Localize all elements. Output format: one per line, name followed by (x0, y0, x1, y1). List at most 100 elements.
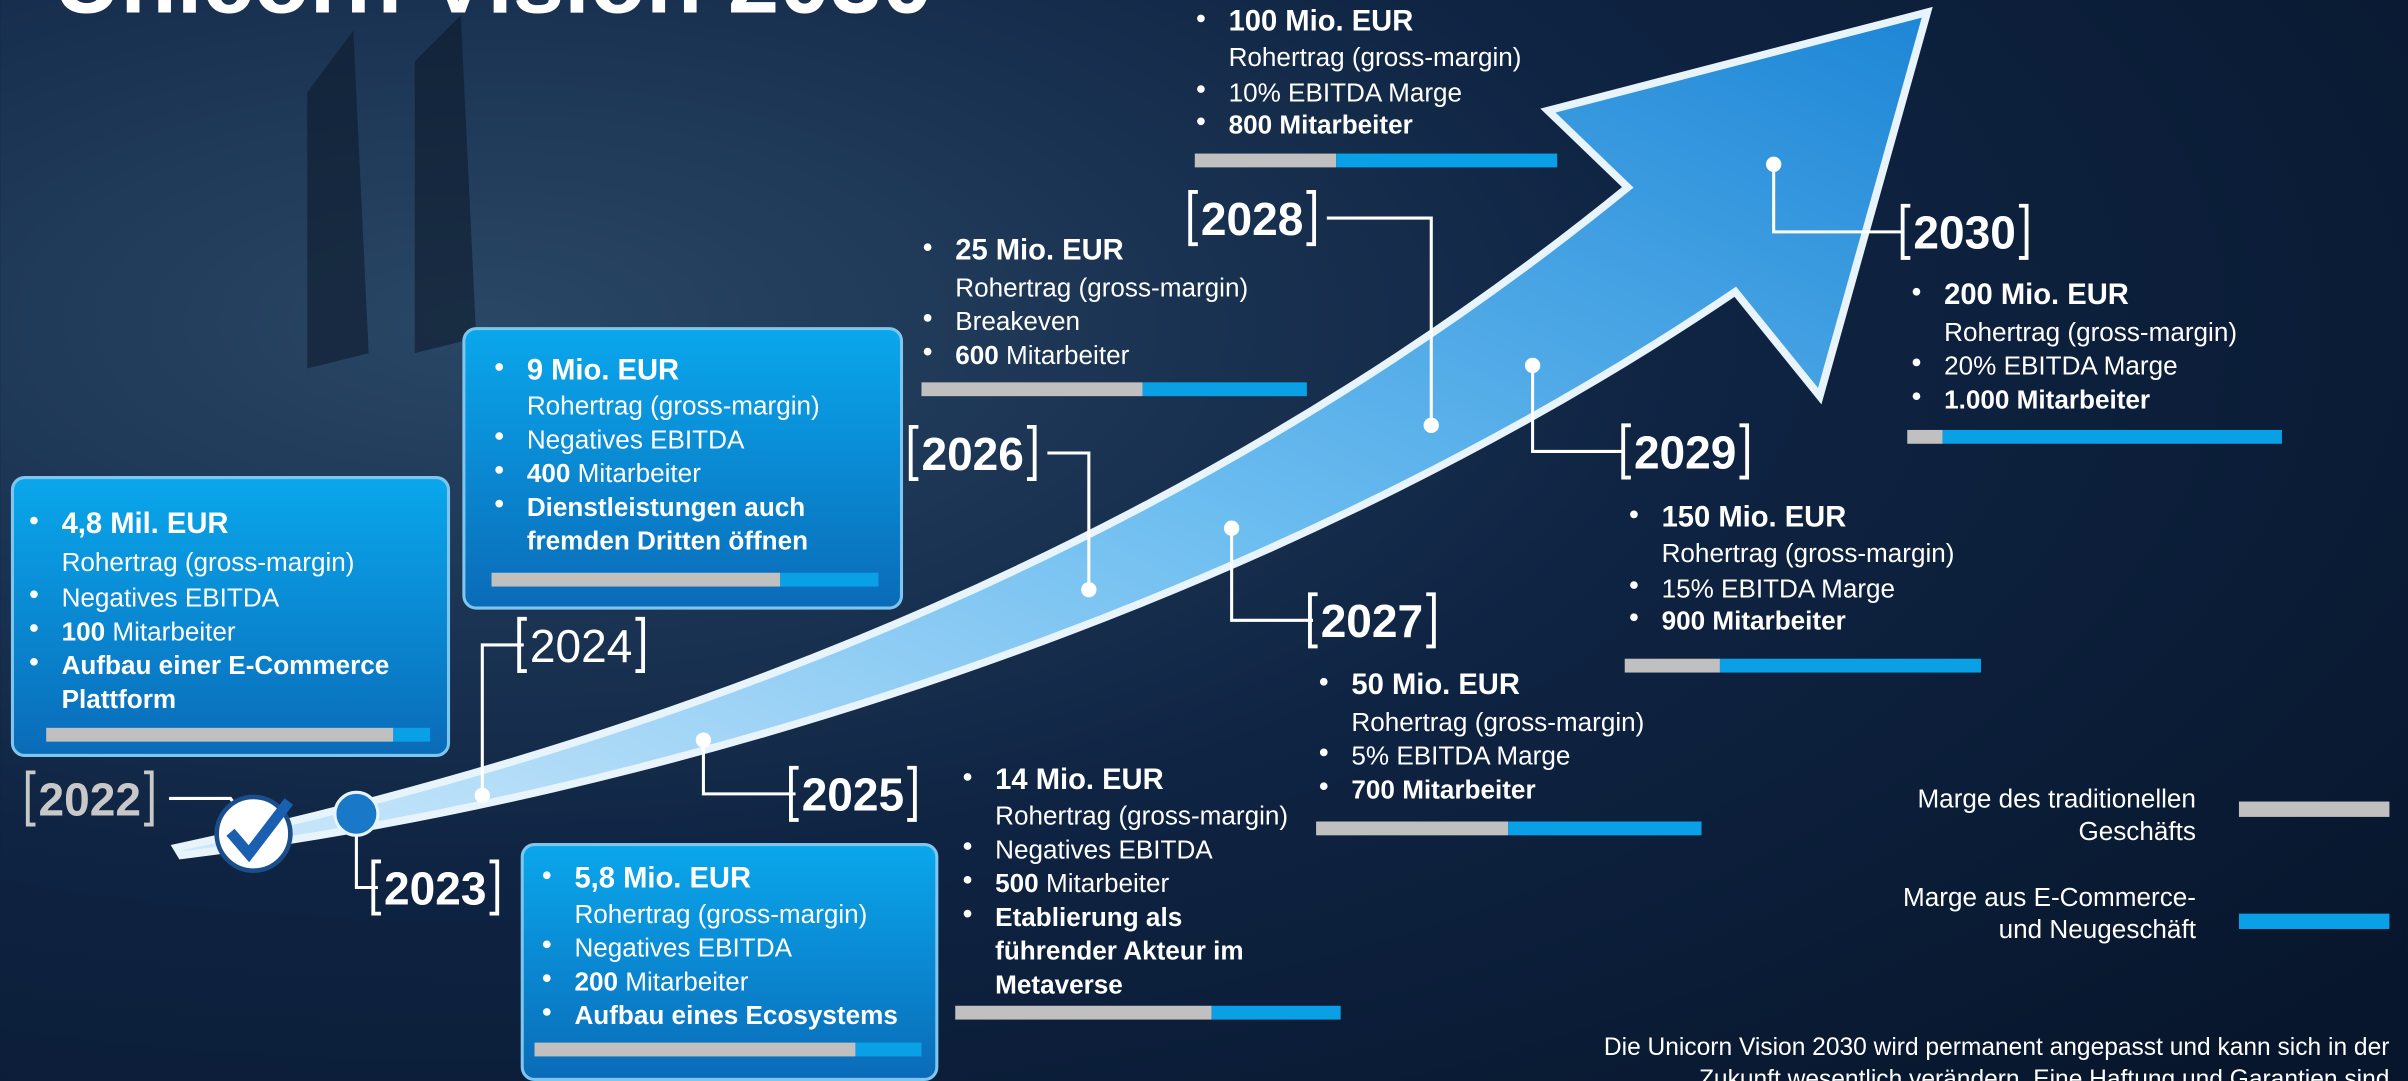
line: Aufbau eines Ecosystems (574, 1000, 897, 1030)
connector (1326, 216, 1433, 426)
footnote: Die Unicorn Vision 2030 wird permanent a… (1604, 1034, 2390, 1061)
box-2023 (520, 842, 939, 1081)
bracket (1188, 190, 1317, 247)
text: Negatives EBITDA (527, 424, 745, 454)
bullet (30, 516, 38, 525)
bullet (1630, 510, 1638, 519)
margin-bar-ecommerce (855, 1042, 922, 1057)
bold-text: Aufbau eines Ecosystems (574, 1000, 897, 1030)
legend-label: Geschäfts (2078, 816, 2195, 846)
bullet (542, 940, 551, 949)
text: Rohertrag (gross-margin) (1229, 42, 1522, 72)
bold-text: 500 (995, 868, 1039, 898)
text: Rohertrag (gross-margin) (1351, 707, 1644, 737)
line: Plattform (62, 684, 177, 714)
milestone: 2026 25 Mio. EUR Rohertrag (gross-margin) B… (908, 235, 1307, 481)
bold-text: fremden Dritten öffnen (527, 526, 808, 556)
box-2022 (10, 476, 451, 758)
bullet (1912, 358, 1921, 367)
bullet (963, 876, 972, 884)
bold-text: führender Akteur im (995, 936, 1243, 966)
line: 50 Mio. EUR (1351, 669, 1519, 701)
line: Rohertrag (gross-margin) (955, 272, 1248, 302)
text: 10% EBITDA Marge (1229, 77, 1463, 107)
bullet (495, 363, 504, 371)
bold-text: 5,8 Mio. EUR (574, 863, 751, 895)
bracket (908, 424, 1037, 481)
text: Mitarbeiter (570, 458, 701, 488)
bold-text: 200 Mio. EUR (1944, 279, 2129, 311)
bullet (1319, 748, 1328, 757)
line: 600 Mitarbeiter (955, 340, 1129, 370)
bullet (495, 466, 504, 474)
bullet (963, 773, 972, 781)
bullet (1319, 677, 1328, 686)
text: Mitarbeiter (999, 340, 1130, 370)
margin-bar-ecommerce (1508, 821, 1702, 836)
bold-text: 400 (527, 458, 571, 488)
bold-text: 900 Mitarbeiter (1662, 606, 1846, 636)
milestone: 2027 50 Mio. EUR Rohertrag (gross-margin) 5… (1308, 592, 1702, 836)
boxes (10, 327, 939, 1081)
bullet (542, 1008, 551, 1016)
line: 25 Mio. EUR (955, 235, 1124, 267)
dot (695, 732, 712, 748)
year-label: 2027 (1321, 595, 1423, 647)
bracket (789, 765, 917, 822)
line: 20% EBITDA Marge (1944, 351, 2178, 381)
dot (474, 787, 490, 804)
line: Negatives EBITDA (574, 933, 792, 963)
line: 10% EBITDA Marge (1229, 77, 1463, 107)
line: Etablierung als (995, 902, 1182, 932)
line: Negatives EBITDA (527, 424, 745, 454)
line: 500 Mitarbeiter (995, 868, 1169, 898)
bold-text: 200 (574, 966, 618, 996)
text: Mitarbeiter (618, 966, 749, 996)
bold-text: 100 (62, 616, 106, 646)
box-2024 (462, 327, 904, 610)
text: Rohertrag (gross-margin) (995, 801, 1288, 831)
bullet (30, 590, 38, 599)
bullet (963, 842, 972, 850)
dot (1223, 520, 1240, 536)
line: Metaverse (995, 969, 1123, 999)
year-label: 2029 (1634, 426, 1736, 478)
year-label: 2026 (921, 428, 1023, 480)
text: Negatives EBITDA (995, 834, 1213, 864)
bullet (1197, 117, 1205, 126)
margin-bar-ecommerce (1142, 382, 1307, 397)
line: 9 Mio. EUR (527, 354, 679, 386)
bracket (1900, 203, 2029, 260)
connector (1772, 164, 1905, 234)
year-label: 2022 (39, 773, 141, 825)
bold-text: 14 Mio. EUR (995, 764, 1163, 796)
bullet (1630, 613, 1638, 622)
bold-text: Plattform (62, 684, 177, 714)
growth-arrow (170, 6, 1933, 860)
legend-swatch (2238, 801, 2390, 817)
bullet (923, 347, 932, 356)
dot (1524, 357, 1541, 374)
margin-bar-traditional (955, 1005, 1212, 1020)
text: Rohertrag (gross-margin) (1944, 317, 2237, 347)
check-mark (226, 798, 294, 863)
line: Rohertrag (gross-margin) (1662, 538, 1955, 568)
line: 700 Mitarbeiter (1351, 774, 1535, 804)
margin-bar-traditional (1624, 658, 1720, 673)
year-label: 2028 (1201, 193, 1303, 245)
line: 400 Mitarbeiter (527, 458, 701, 488)
line: 200 Mitarbeiter (574, 966, 748, 996)
line: 1.000 Mitarbeiter (1944, 384, 2150, 414)
line: Negatives EBITDA (62, 583, 280, 613)
bullet (495, 499, 504, 508)
line: 200 Mio. EUR (1944, 279, 2129, 311)
margin-bar-traditional (491, 572, 781, 587)
line: 100 Mio. EUR (1229, 6, 1414, 38)
milestone: 2023 5,8 Mio. EUR Rohertrag (gross-margin)… (371, 859, 922, 1057)
text: Rohertrag (gross-margin) (574, 899, 867, 929)
line: Negatives EBITDA (995, 834, 1213, 864)
bracket (371, 859, 500, 916)
line: Aufbau einer E-Commerce (62, 650, 390, 680)
bold-text: 100 Mio. EUR (1229, 6, 1414, 38)
